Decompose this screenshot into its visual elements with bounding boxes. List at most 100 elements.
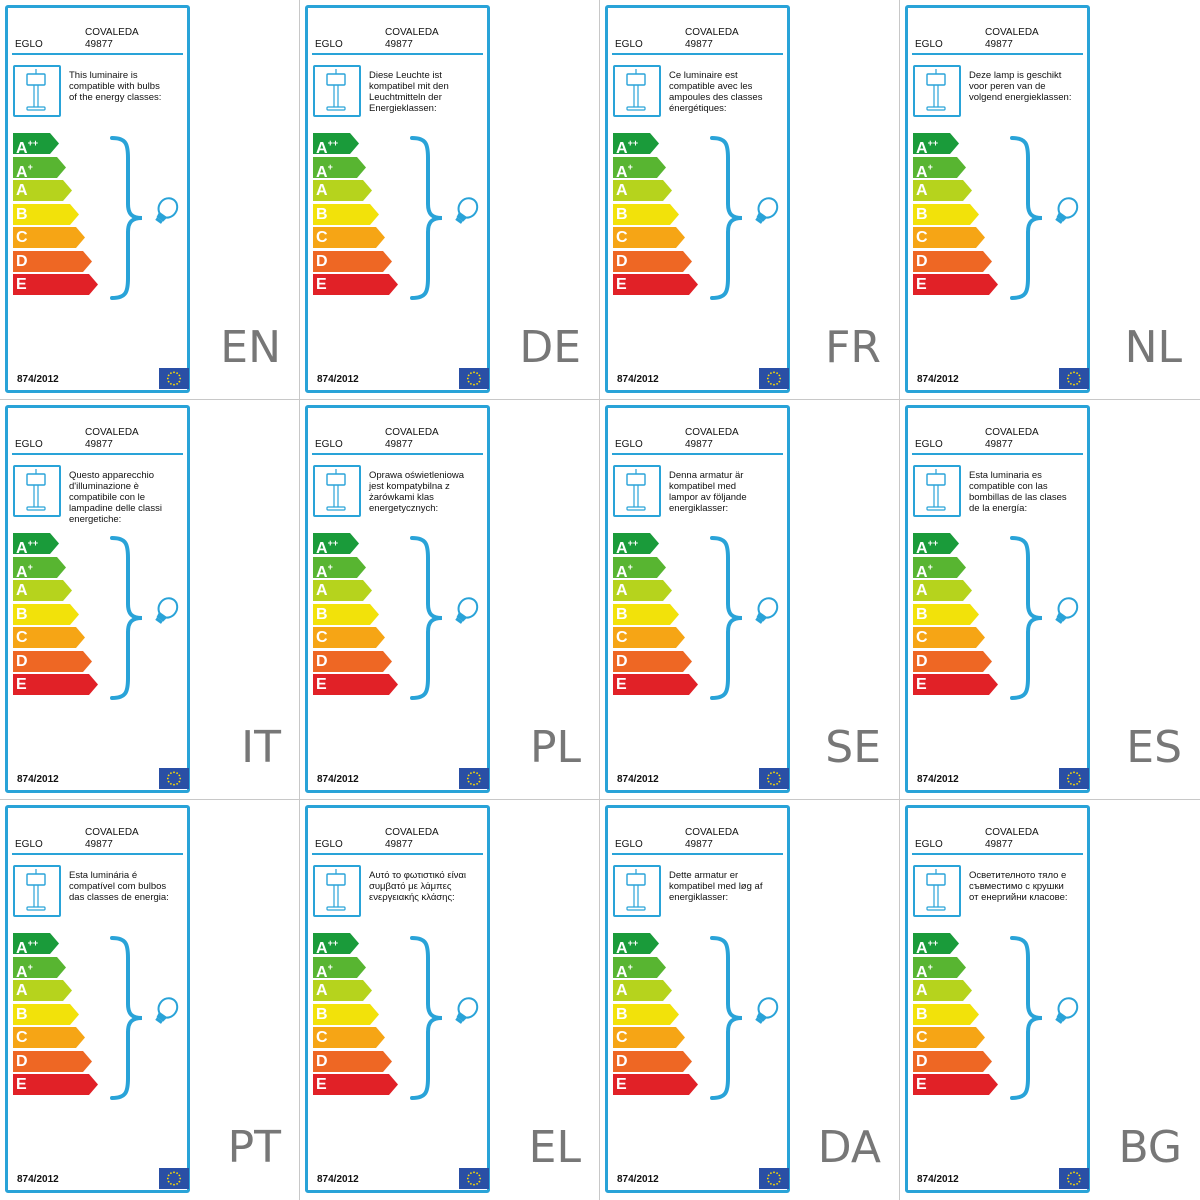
energy-class-letter: A+: [616, 558, 633, 582]
energy-class-arrow: [313, 227, 385, 248]
header-divider: [912, 453, 1083, 455]
energy-class-arrow: [613, 227, 685, 248]
energy-class-letter: E: [316, 275, 327, 294]
model-name: COVALEDA: [85, 427, 139, 438]
class-letter: B: [916, 1005, 928, 1023]
brace-icon: [708, 134, 748, 307]
brand-name: EGLO: [315, 439, 343, 450]
class-letter: B: [316, 205, 328, 223]
energy-label: EGLO COVALEDA 49877 This luminaire is compat…: [5, 5, 190, 393]
class-letter: C: [616, 1029, 628, 1046]
class-letter: D: [616, 652, 628, 670]
energy-label: EGLO COVALEDA 49877 Ce luminaire est compati…: [605, 5, 790, 393]
energy-class-arrow: [913, 274, 998, 295]
energy-class-arrow: [913, 956, 966, 978]
class-superscript: +: [27, 161, 33, 172]
energy-class-letter: D: [916, 652, 928, 671]
compatibility-line: Осветителното тяло е: [969, 870, 1067, 881]
compatibility-line: energiklasser:: [669, 503, 729, 514]
lamp-icon: [913, 465, 961, 517]
model-number: 49877: [85, 39, 113, 50]
class-letter: B: [316, 605, 328, 623]
regulation-number: 874/2012: [17, 1174, 59, 1185]
bulb-icon: [446, 194, 484, 235]
energy-class-arrow: [613, 956, 666, 978]
compatibility-text: Deze lamp is geschikt voor peren van de vo…: [969, 70, 1087, 103]
class-letter: E: [916, 1076, 927, 1093]
compatibility-line: Denna armatur är: [669, 470, 744, 481]
brace-icon: [408, 534, 448, 707]
energy-class-arrow: [313, 674, 398, 695]
compatibility-line: żarówkami klas: [369, 492, 434, 503]
compatibility-line: Deze lamp is geschikt: [969, 70, 1062, 81]
language-code: FR: [825, 322, 881, 373]
header-divider: [312, 53, 483, 55]
energy-class-letter: E: [616, 275, 627, 294]
compatibility-line: energiklasser:: [669, 892, 729, 903]
class-letter: E: [16, 676, 27, 693]
energy-class-letter: B: [16, 605, 28, 624]
energy-class-letter: B: [16, 1005, 28, 1024]
regulation-number: 874/2012: [917, 774, 959, 785]
energy-class-arrow: [13, 1050, 92, 1072]
energy-class-letter: C: [16, 228, 28, 247]
class-letter: A: [616, 963, 628, 981]
compatibility-text: Esta luminaria es compatible con las bombi…: [969, 470, 1087, 514]
energy-class-arrow: [613, 603, 679, 625]
lamp-icon: [613, 65, 661, 117]
energy-class-arrow: [613, 556, 666, 578]
brace-icon: [1008, 934, 1048, 1107]
energy-label: EGLO COVALEDA 49877 Dette armatur er kompati…: [605, 805, 790, 1193]
energy-class-arrow: [913, 650, 992, 672]
header-divider: [12, 453, 183, 455]
energy-class-arrow: [313, 627, 385, 648]
energy-class-arrow: [913, 250, 992, 272]
class-letter: A: [16, 982, 28, 999]
lamp-icon: [913, 65, 961, 117]
compatibility-line: Αυτό το φωτιστικό είναι: [369, 870, 467, 881]
energy-class-letter: E: [916, 1075, 927, 1094]
energy-class-arrow: [313, 156, 366, 178]
energy-class-arrow: [613, 580, 672, 601]
energy-class-arrow: [313, 580, 372, 601]
compatibility-line: συμβατό με λάμπες: [369, 881, 452, 892]
energy-class-letter: A+: [16, 958, 33, 982]
language-code: EL: [528, 1122, 581, 1173]
energy-class-arrow: [913, 1074, 998, 1095]
brace-icon: [108, 934, 148, 1107]
language-code: ES: [1126, 722, 1182, 773]
model-name: COVALEDA: [685, 27, 739, 38]
energy-class-letter: C: [16, 628, 28, 647]
energy-class-arrow: [913, 933, 959, 954]
lamp-icon: [13, 65, 61, 117]
energy-class-letter: A++: [316, 534, 338, 558]
label-cell-pt: EGLO COVALEDA 49877 Esta luminária é compatí…: [0, 800, 300, 1200]
energy-class-arrow: [913, 580, 972, 601]
energy-class-arrow: [613, 674, 698, 695]
energy-class-arrow: [613, 274, 698, 295]
lamp-icon: [313, 65, 361, 117]
model-name: COVALEDA: [985, 827, 1039, 838]
class-letter: E: [16, 1076, 27, 1093]
class-letter: A: [16, 563, 28, 581]
energy-class-letter: D: [16, 1052, 28, 1071]
compatibility-line: jest kompatybilna z: [369, 481, 450, 492]
class-letter: C: [16, 1029, 28, 1046]
energy-class-letter: E: [616, 1075, 627, 1094]
class-letter: A: [616, 940, 628, 957]
energy-class-arrow: [13, 227, 85, 248]
energy-class-arrow: [613, 980, 672, 1001]
model-number: 49877: [985, 39, 1013, 50]
energy-class-arrow: [313, 556, 366, 578]
eu-flag-icon: [759, 368, 789, 389]
header-divider: [612, 453, 783, 455]
language-code: EN: [220, 322, 281, 373]
energy-label: EGLO COVALEDA 49877 Осветителното тяло е съв…: [905, 805, 1090, 1193]
energy-class-letter: E: [616, 675, 627, 694]
bulb-icon: [146, 594, 184, 635]
language-code: IT: [241, 722, 281, 773]
energy-class-letter: C: [916, 628, 928, 647]
model-number: 49877: [385, 439, 413, 450]
regulation-number: 874/2012: [917, 374, 959, 385]
